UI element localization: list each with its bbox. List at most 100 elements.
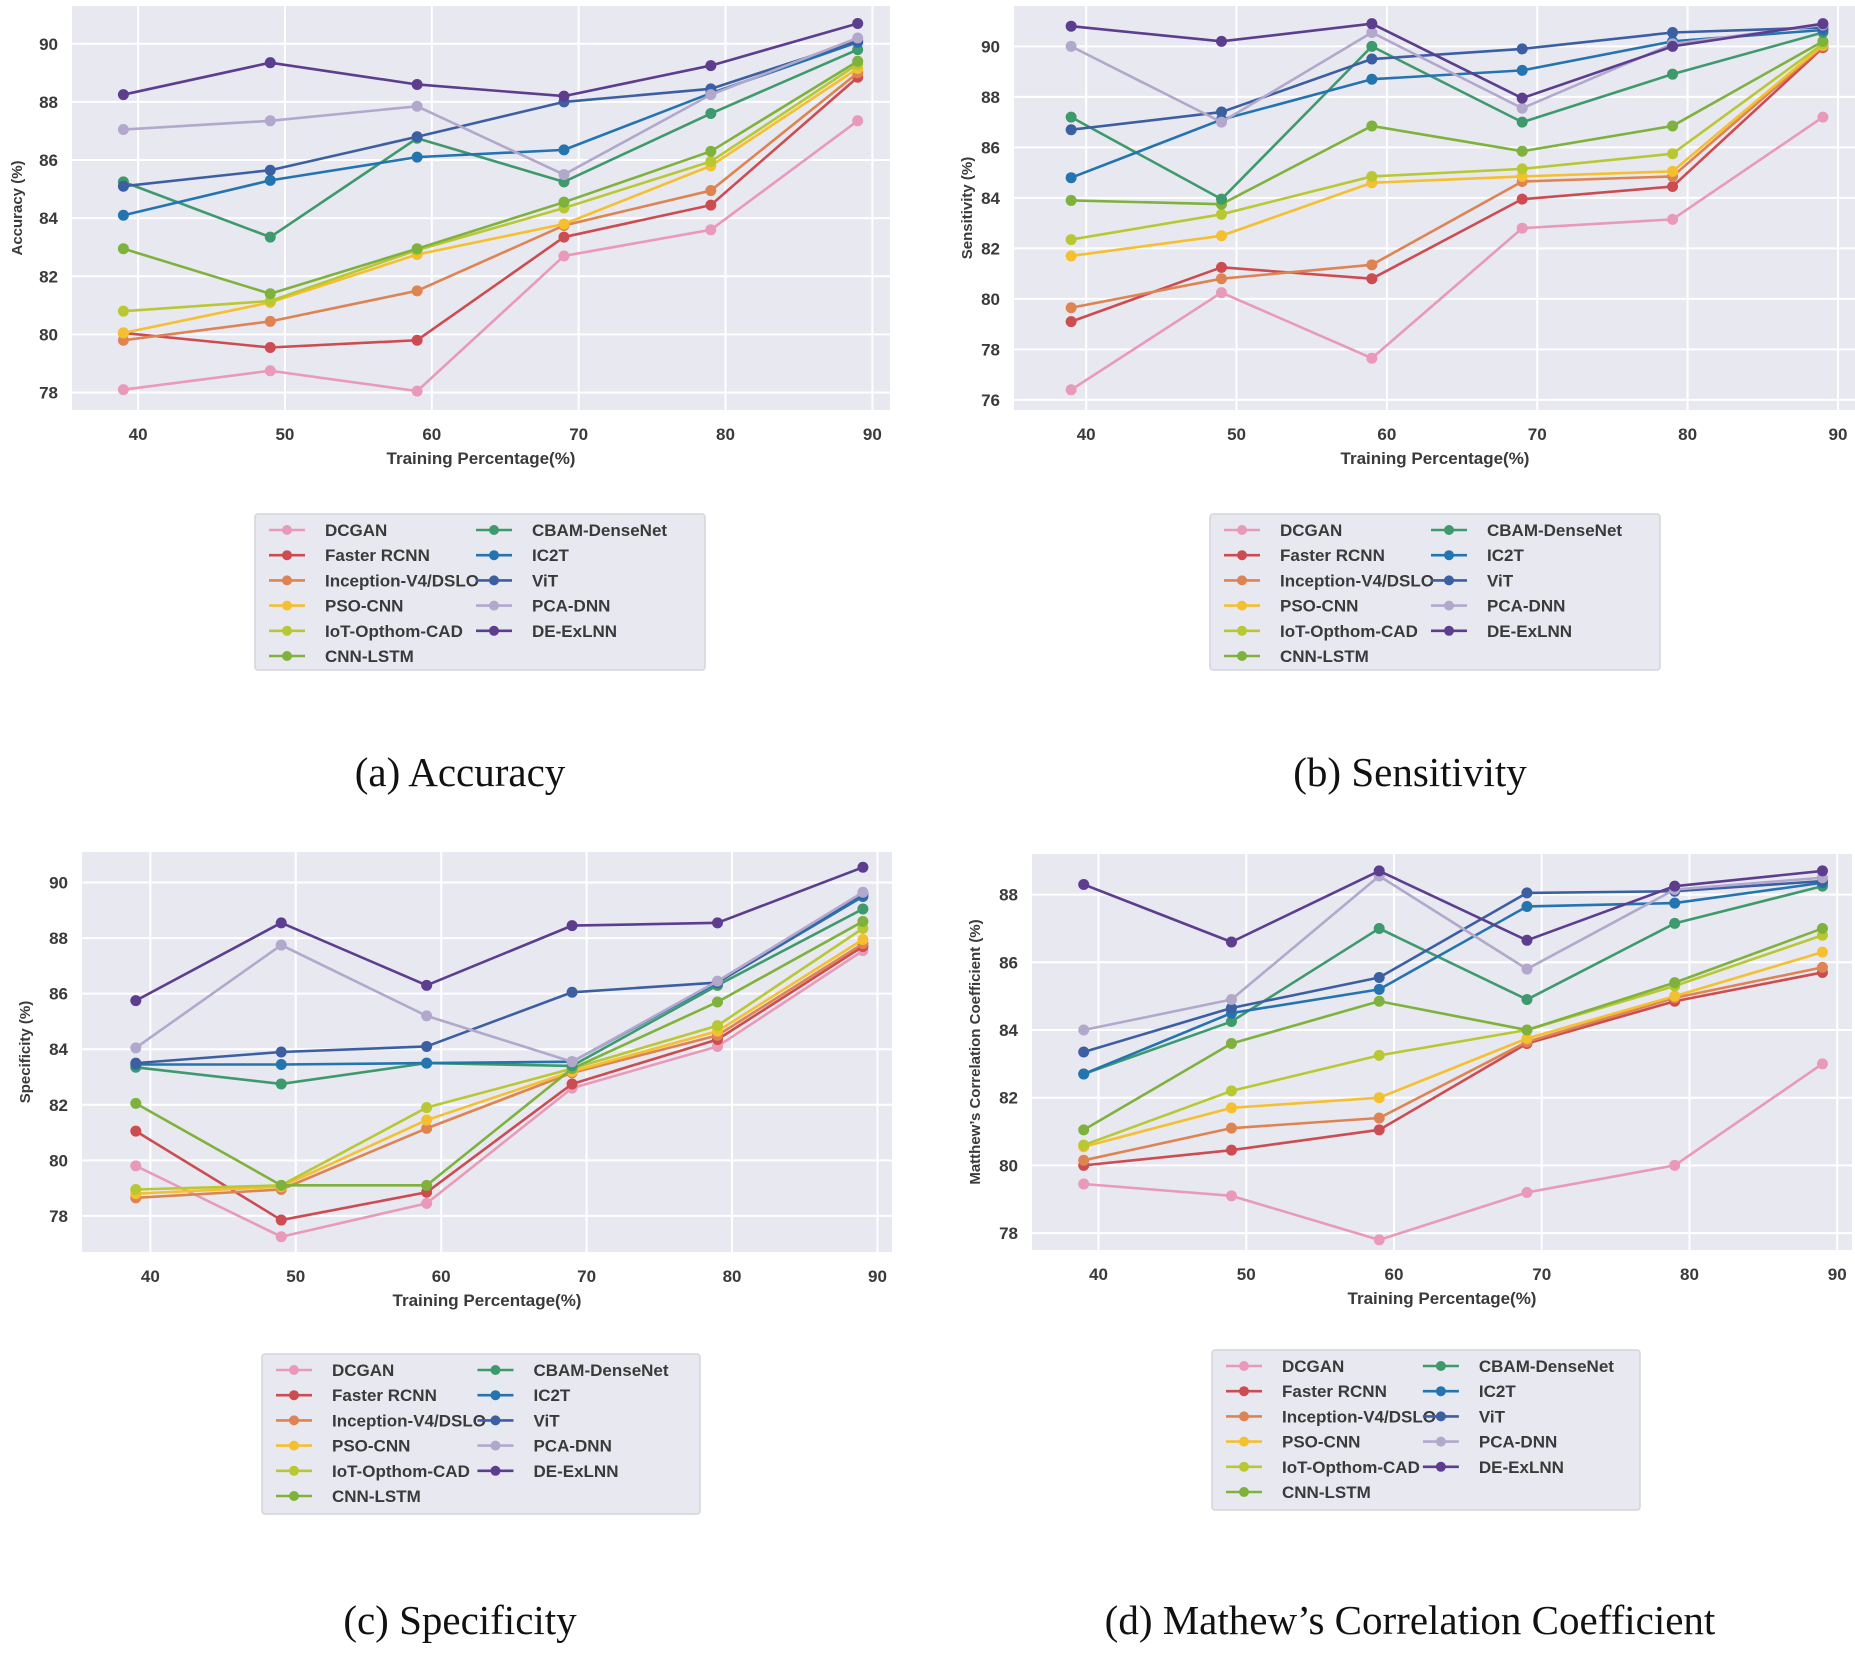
data-point — [1366, 27, 1378, 39]
y-tick-label: 84 — [981, 189, 1000, 208]
y-tick-label: 82 — [981, 239, 1000, 258]
data-point — [1078, 1139, 1090, 1151]
legend-swatch-marker — [1435, 1461, 1446, 1472]
figure-caption: (d) Mathew’s Correlation Coefficient — [1104, 1597, 1716, 1643]
y-tick-label: 82 — [999, 1089, 1018, 1108]
series-line — [1083, 1062, 1824, 1242]
data-point — [1078, 878, 1090, 890]
data-point — [1078, 1024, 1090, 1036]
data-point — [117, 89, 129, 101]
series-line — [1083, 950, 1823, 1149]
legend-label: DE-ExLNN — [533, 1462, 618, 1481]
x-tick-label: 40 — [129, 425, 148, 444]
y-tick-label: 82 — [39, 267, 58, 286]
data-point — [421, 1114, 433, 1126]
y-axis-label: Sensitivity (%) — [959, 157, 976, 260]
data-point — [1215, 106, 1227, 118]
legend-label: Inception-V4/DSLO — [325, 571, 479, 590]
data-point — [1669, 880, 1681, 892]
data-point — [1225, 1002, 1237, 1014]
series-line — [123, 36, 859, 176]
legend-label: CNN-LSTM — [1282, 1483, 1371, 1502]
data-point — [1667, 165, 1679, 177]
data-point — [857, 886, 869, 898]
data-point — [1816, 1058, 1828, 1070]
y-tick-label: 80 — [49, 1151, 68, 1170]
data-point — [130, 1184, 142, 1195]
data-point — [711, 1020, 723, 1032]
legend-swatch-marker — [1444, 625, 1454, 636]
x-tick-label: 60 — [1385, 1265, 1404, 1284]
data-point — [1521, 994, 1533, 1006]
data-point — [558, 144, 570, 156]
x-tick-label: 70 — [577, 1267, 596, 1286]
data-point — [130, 1057, 142, 1069]
x-tick-label: 80 — [716, 425, 735, 444]
y-tick-label: 78 — [39, 384, 58, 403]
line-chart: 78 80 82 84 86 88 90 40 50 60 70 80 90 Training Perce… — [9, 6, 890, 671]
data-point — [1366, 259, 1378, 271]
data-point — [1215, 273, 1227, 285]
series-line — [135, 942, 864, 1200]
data-point — [275, 1179, 287, 1191]
legend-swatch-marker — [1239, 1386, 1249, 1397]
data-point — [1817, 111, 1829, 123]
legend-swatch-marker — [289, 1465, 299, 1476]
data-point — [1667, 213, 1679, 225]
legend-swatch-marker — [490, 1440, 501, 1451]
data-point — [1516, 43, 1528, 55]
data-point — [1065, 194, 1077, 206]
data-point — [1225, 1085, 1237, 1097]
series-line — [1083, 881, 1823, 1076]
data-point — [1667, 120, 1679, 132]
legend-label: DCGAN — [332, 1361, 394, 1380]
legend-label: PCA-DNN — [532, 597, 610, 616]
series-line — [1083, 879, 1823, 1054]
data-point — [566, 1078, 578, 1090]
series-line — [135, 866, 864, 1002]
legend-swatch-marker — [1444, 600, 1454, 611]
data-point — [558, 231, 570, 243]
x-axis-label: Training Percentage(%) — [387, 449, 576, 468]
legend-box — [1211, 1349, 1641, 1511]
legend-swatch-marker — [1239, 1461, 1249, 1472]
legend-swatch-marker — [1239, 1436, 1249, 1447]
data-point — [705, 224, 717, 236]
data-point — [857, 915, 869, 927]
y-tick-label: 80 — [39, 325, 58, 344]
data-point — [1225, 1102, 1237, 1114]
data-point — [117, 243, 129, 255]
legend-swatch-marker — [282, 575, 292, 586]
data-point — [117, 209, 129, 221]
data-point — [1516, 64, 1528, 76]
data-point — [705, 145, 717, 157]
data-point — [264, 288, 276, 300]
data-point — [130, 1160, 142, 1172]
legend-label: Faster RCNN — [1282, 1382, 1387, 1401]
series-line — [1083, 869, 1823, 944]
legend-label: IoT-Opthom-CAD — [1282, 1458, 1420, 1477]
y-tick-label: 84 — [39, 209, 58, 228]
data-point — [421, 979, 433, 991]
y-tick-label: 82 — [49, 1096, 68, 1115]
data-point — [421, 1040, 433, 1052]
data-point — [1366, 53, 1378, 65]
series-line — [1083, 934, 1823, 1147]
data-point — [1516, 163, 1528, 175]
plot-area — [82, 852, 892, 1252]
legend-swatch-marker — [289, 1390, 299, 1401]
legend-label: CNN-LSTM — [332, 1487, 421, 1506]
data-point — [566, 1056, 578, 1068]
legend-label: PCA-DNN — [1487, 597, 1565, 616]
data-point — [411, 334, 423, 346]
series-line — [1083, 971, 1823, 1167]
data-point — [857, 903, 869, 915]
data-point — [705, 155, 717, 167]
x-tick-label: 70 — [1528, 425, 1547, 444]
data-point — [1065, 250, 1077, 262]
legend-label: PCA-DNN — [1479, 1433, 1557, 1452]
data-point — [1667, 68, 1679, 80]
legend-swatch-marker — [489, 600, 499, 611]
legend-swatch-marker — [489, 550, 499, 561]
data-point — [1215, 116, 1227, 128]
